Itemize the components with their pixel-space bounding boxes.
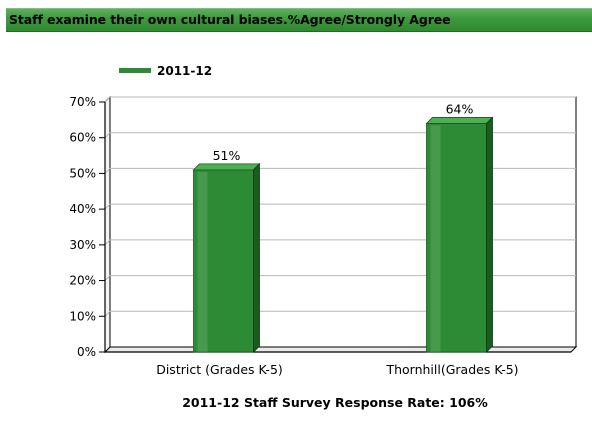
y-tick-label: 60% bbox=[69, 131, 96, 145]
bar-data-label: 64% bbox=[446, 101, 474, 116]
gridline-diagonal bbox=[104, 310, 111, 317]
y-tick-label: 20% bbox=[69, 274, 96, 288]
bar-side-face bbox=[253, 162, 260, 353]
bar-data-label: 51% bbox=[213, 148, 241, 163]
legend-swatch bbox=[119, 68, 151, 73]
legend: 2011-12 bbox=[119, 64, 212, 78]
gridline-diagonal bbox=[104, 168, 111, 174]
legend-label: 2011-12 bbox=[157, 64, 212, 78]
plot-back-wall bbox=[109, 96, 577, 348]
gridline-diagonal bbox=[104, 239, 111, 246]
plot-floor bbox=[103, 346, 578, 353]
chart-title-bar: Staff examine their own cultural biases.… bbox=[6, 8, 592, 32]
y-tick-label: 10% bbox=[69, 309, 96, 323]
y-tick-label: 50% bbox=[69, 166, 96, 180]
plot-area: 0% 10% 20% 30% 40% 50% 60% 70% 51% District (Grad… bbox=[69, 95, 578, 377]
bar-side-face bbox=[486, 116, 493, 353]
gridline-diagonal bbox=[104, 203, 111, 210]
y-tick-label: 70% bbox=[69, 95, 96, 109]
x-category-label: Thornhill(Grades K-5) bbox=[385, 362, 518, 377]
gridline-diagonal bbox=[104, 275, 111, 281]
y-tick-label: 0% bbox=[77, 345, 96, 359]
bar-group bbox=[425, 116, 494, 353]
x-category-label: District (Grades K-5) bbox=[156, 362, 283, 377]
gridline-diagonal bbox=[104, 96, 111, 103]
bar-top-face bbox=[192, 163, 261, 171]
response-rate-footer: 2011-12 Staff Survey Response Rate: 106% bbox=[182, 395, 488, 410]
chart-title: Staff examine their own cultural biases.… bbox=[9, 12, 451, 27]
bar-highlight bbox=[197, 171, 208, 352]
y-tick-label: 40% bbox=[69, 202, 96, 216]
bar bbox=[426, 123, 487, 353]
bar-highlight bbox=[430, 125, 441, 352]
bar bbox=[193, 169, 254, 353]
gridline-diagonal bbox=[104, 132, 111, 139]
bar-top-face bbox=[425, 117, 494, 124]
y-tick-label: 30% bbox=[69, 238, 96, 252]
bar-group bbox=[192, 162, 261, 353]
